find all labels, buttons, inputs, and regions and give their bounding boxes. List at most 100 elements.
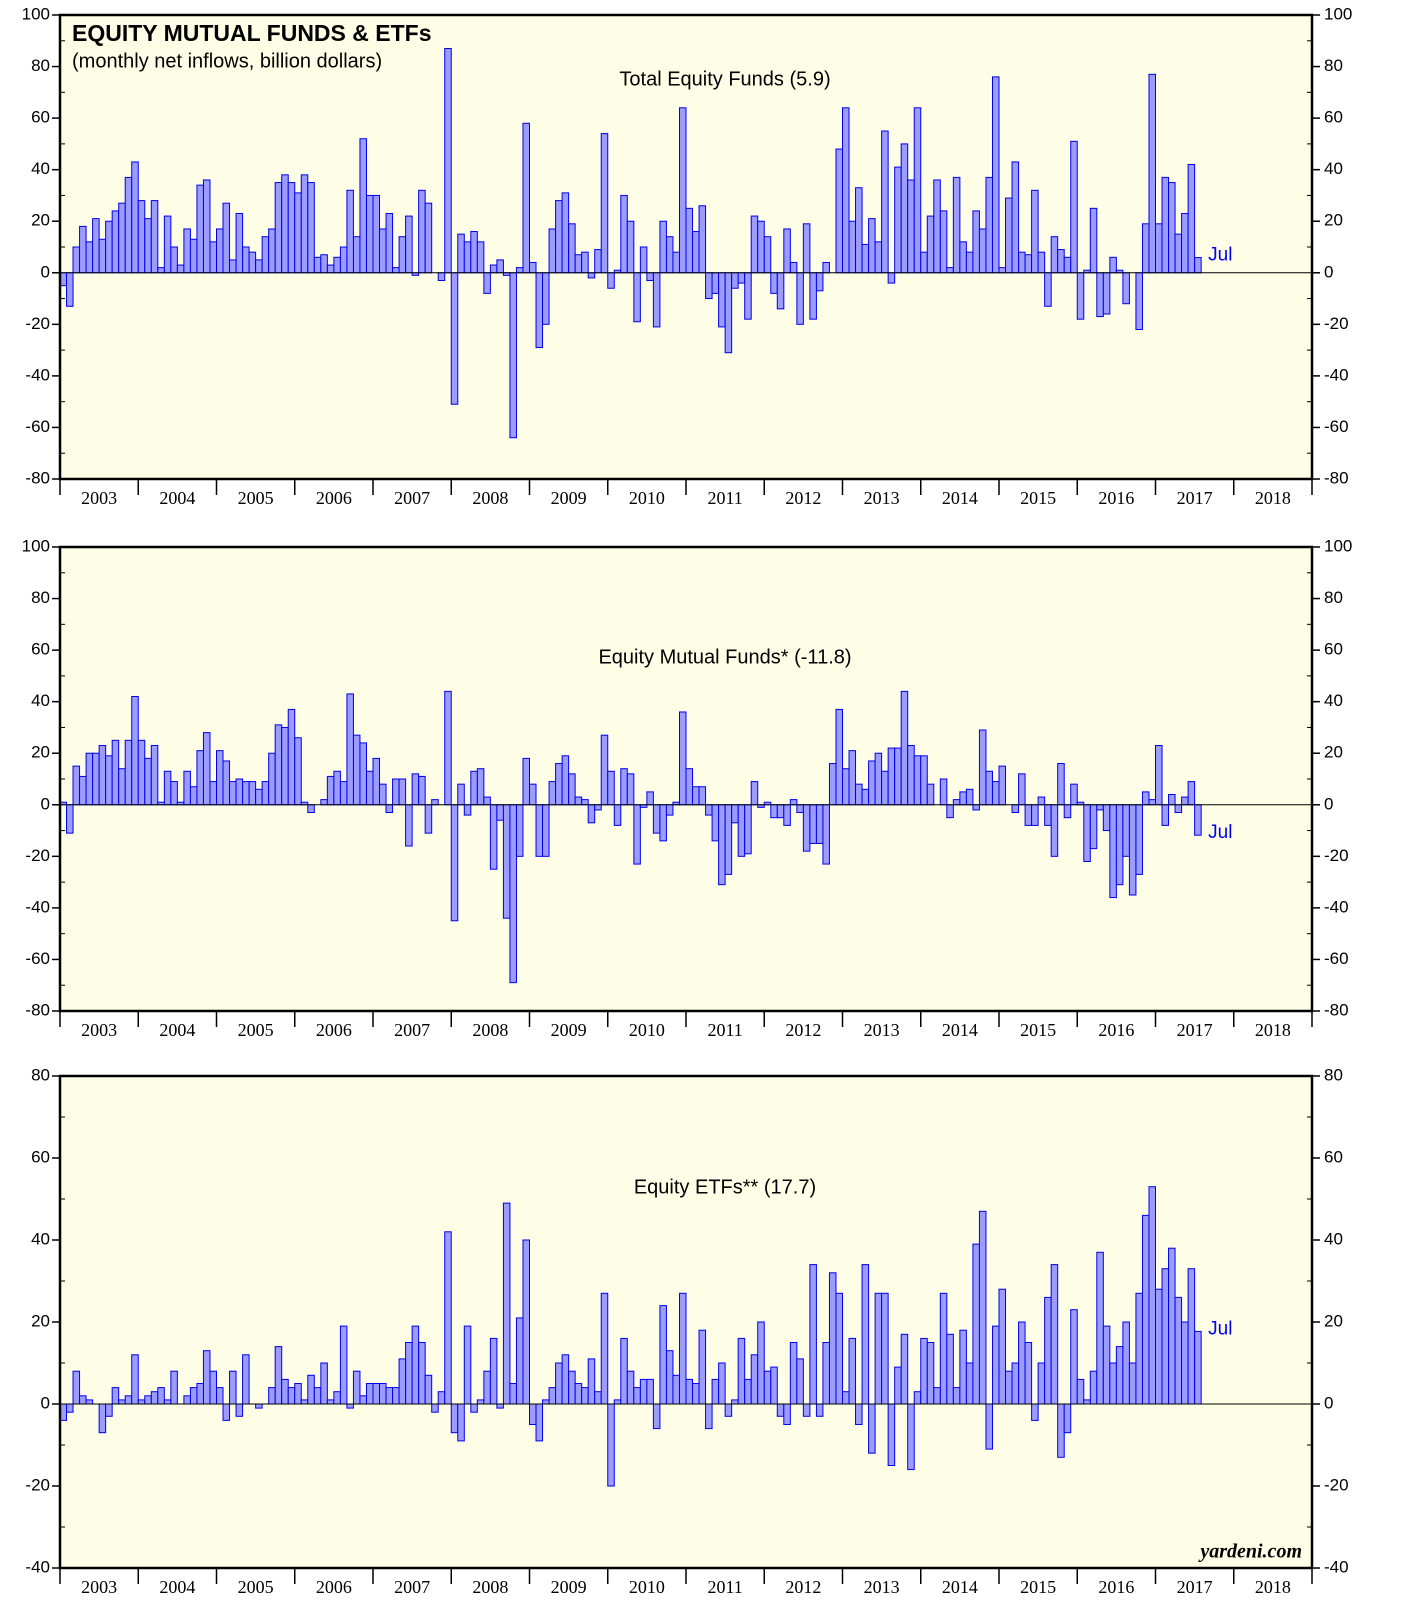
bar: [359, 138, 367, 274]
bar: [815, 804, 824, 844]
bar: [894, 166, 902, 274]
bar: [1168, 793, 1176, 806]
bar: [881, 1292, 889, 1405]
bar: [731, 272, 739, 289]
bar: [835, 708, 844, 806]
bar: [959, 241, 967, 274]
bar: [1109, 804, 1117, 899]
bar: [1148, 73, 1156, 274]
bar: [209, 781, 218, 806]
bar: [515, 804, 524, 857]
bar: [828, 763, 837, 806]
bar: [633, 272, 641, 323]
bar: [1161, 176, 1170, 274]
bar: [952, 1387, 961, 1405]
bar: [1024, 804, 1033, 826]
bar: [222, 760, 231, 806]
y-tick-label: 40: [1324, 1229, 1343, 1248]
bar: [352, 1370, 361, 1405]
x-tick-label: 2011: [707, 488, 742, 508]
bar: [718, 272, 726, 328]
y-tick-label: 100: [22, 4, 50, 23]
bar: [307, 182, 315, 274]
x-tick-label: 2006: [316, 1020, 352, 1040]
bar: [991, 781, 1000, 806]
bar: [861, 788, 870, 806]
bar: [476, 1399, 485, 1405]
bar: [1181, 1321, 1189, 1405]
bar: [1174, 804, 1183, 814]
bar: [248, 781, 257, 806]
bar: [1037, 251, 1046, 274]
bar: [529, 1403, 537, 1425]
bar: [1057, 249, 1065, 274]
bar: [959, 1329, 967, 1405]
bar: [229, 781, 237, 806]
bar: [926, 215, 935, 274]
bar: [144, 218, 152, 274]
bar: [692, 1383, 700, 1405]
annotation: Jul: [1208, 1318, 1232, 1339]
y-tick-label: 20: [1324, 743, 1343, 762]
y-tick-label: 60: [1324, 108, 1343, 127]
x-tick-label: 2003: [81, 1020, 117, 1040]
bar: [815, 1403, 824, 1417]
bar: [639, 1378, 648, 1405]
bar: [411, 1325, 420, 1405]
bar: [431, 1403, 439, 1413]
bar: [946, 1333, 954, 1405]
bar: [457, 1403, 465, 1442]
bar: [209, 241, 218, 274]
bar: [678, 107, 687, 274]
bar: [881, 770, 889, 806]
bar: [281, 1378, 289, 1405]
bar: [339, 781, 348, 806]
bar: [913, 755, 922, 806]
bar: [450, 1403, 459, 1434]
bar: [170, 781, 178, 806]
bar: [196, 1383, 204, 1405]
bar: [137, 200, 146, 274]
bar: [392, 1387, 400, 1405]
x-tick-label: 2018: [1255, 1577, 1291, 1597]
y-tick-label: -20: [25, 314, 50, 333]
bar: [470, 1403, 478, 1413]
bar: [313, 256, 322, 274]
bar: [698, 786, 707, 806]
y-tick-label: 0: [1324, 262, 1333, 281]
bar: [1057, 763, 1065, 806]
bar: [874, 241, 883, 274]
bar: [1181, 796, 1189, 806]
bar: [1050, 1264, 1059, 1405]
bar: [1141, 1214, 1150, 1405]
bar: [242, 246, 250, 274]
bar: [802, 223, 811, 274]
bar: [1070, 783, 1078, 806]
bar: [522, 1239, 531, 1405]
bar: [118, 768, 126, 806]
bar: [802, 1403, 811, 1417]
bar: [502, 804, 511, 919]
bar: [600, 734, 609, 806]
bar: [529, 261, 537, 274]
bar: [620, 194, 628, 274]
bar: [124, 176, 133, 274]
bar: [248, 251, 257, 274]
bar: [868, 760, 876, 806]
y-tick-label: -20: [1324, 314, 1349, 333]
bar: [274, 1346, 283, 1405]
bar: [881, 130, 889, 274]
bar: [913, 1391, 922, 1405]
bar: [907, 179, 915, 274]
bar: [268, 1387, 276, 1405]
bar: [255, 788, 263, 806]
y-tick-label: 100: [1324, 536, 1352, 555]
bar: [300, 174, 309, 274]
bar: [789, 799, 798, 806]
bar: [933, 1387, 941, 1405]
source: yardeni.com: [1198, 1541, 1302, 1563]
bar: [874, 752, 883, 806]
bar: [665, 236, 674, 274]
bar: [418, 189, 426, 274]
bar: [359, 742, 367, 806]
